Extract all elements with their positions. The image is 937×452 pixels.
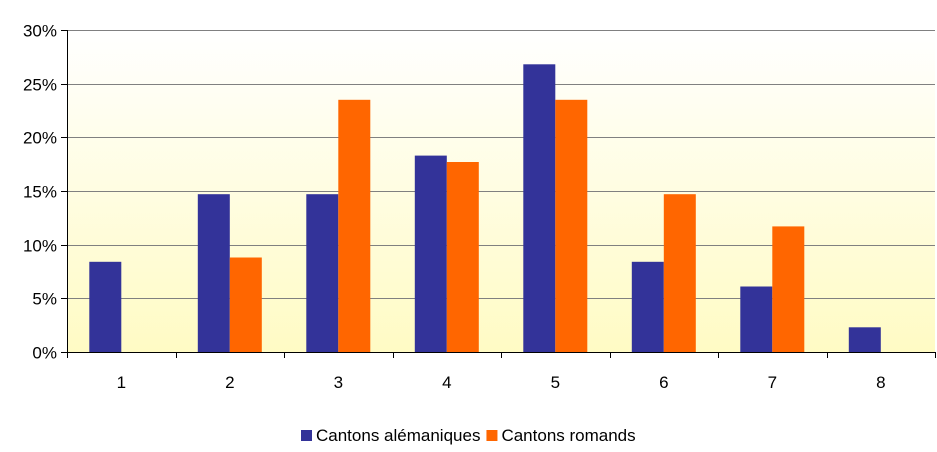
bar: [338, 99, 371, 352]
bar: [523, 64, 556, 353]
x-tick-label: 8: [876, 373, 885, 392]
bar: [229, 257, 262, 352]
y-tick-label: 0%: [32, 344, 57, 363]
bar: [89, 261, 122, 352]
x-tick-label: 6: [659, 373, 668, 392]
y-tick-label: 30%: [23, 22, 57, 41]
bar: [848, 327, 881, 352]
y-tick-label: 20%: [23, 129, 57, 148]
y-tick-label: 15%: [23, 183, 57, 202]
x-tick-label: 7: [768, 373, 777, 392]
legend-swatch: [486, 430, 498, 441]
y-tick-label: 10%: [23, 237, 57, 256]
bar: [414, 155, 447, 352]
legend: Cantons alémaniques Cantons romands: [301, 426, 636, 445]
legend-label: Cantons alémaniques: [316, 426, 480, 445]
x-tick-label: 5: [551, 373, 560, 392]
legend-label: Cantons romands: [501, 426, 635, 445]
bars: [89, 64, 881, 353]
legend-swatch: [301, 430, 312, 441]
y-tick-label: 25%: [23, 76, 57, 95]
bar: [631, 261, 664, 352]
bar: [663, 194, 696, 352]
x-axis-ticks: 1 2 3 4 5 6 7 8: [67, 352, 936, 392]
bar: [555, 99, 588, 352]
bar: [306, 194, 339, 352]
bar: [197, 194, 230, 352]
y-tick-label: 5%: [32, 290, 57, 309]
y-axis-ticks: 0% 5% 10% 15% 20% 25% 30%: [23, 22, 67, 363]
bar: [772, 226, 805, 352]
x-tick-label: 4: [442, 373, 451, 392]
x-tick-label: 2: [225, 373, 234, 392]
bar: [740, 286, 773, 352]
x-tick-label: 3: [334, 373, 343, 392]
x-tick-label: 1: [117, 373, 126, 392]
bar: [446, 162, 479, 352]
